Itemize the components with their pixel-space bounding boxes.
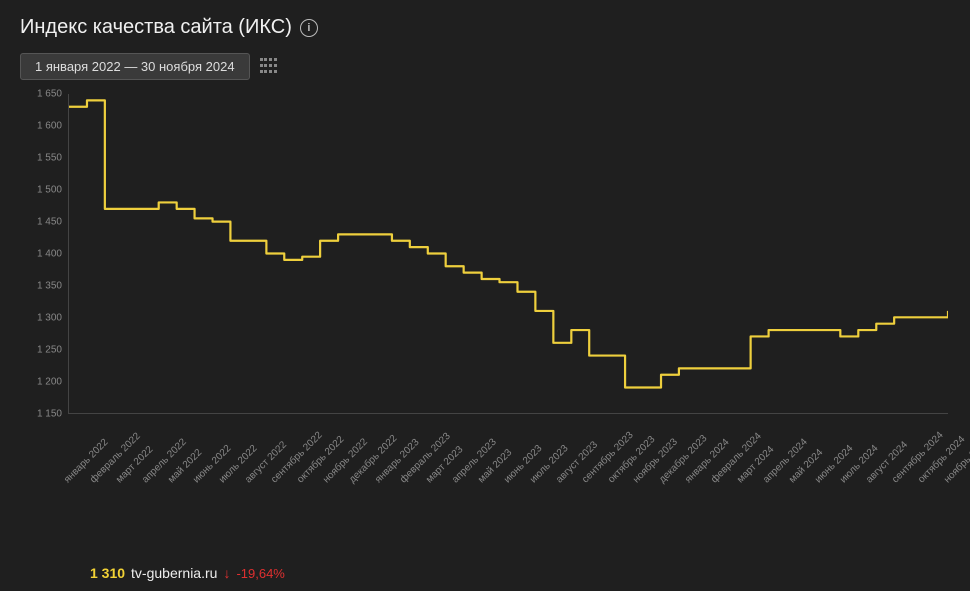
y-tick-label: 1 150 (37, 409, 62, 420)
y-tick-label: 1 400 (37, 249, 62, 260)
y-tick-label: 1 300 (37, 313, 62, 324)
chart-area: 1 150 1 200 1 250 1 300 1 350 1 400 1 450 1 500… (20, 94, 950, 494)
header: Индекс качества сайта (ИКС) i (20, 16, 950, 39)
series-line (69, 100, 948, 387)
y-axis-labels: 1 1501 2001 2501 3001 3501 4001 4501 500… (20, 94, 62, 414)
date-range-selector[interactable]: 1 января 2022 — 30 ноября 2024 (20, 53, 250, 80)
y-tick-label: 1 450 (37, 217, 62, 228)
legend-value: 1 310 (90, 565, 125, 581)
down-arrow-icon: ↓ (223, 565, 230, 581)
y-tick-label: 1 500 (37, 185, 62, 196)
plot-region (68, 94, 948, 414)
y-tick-label: 1 550 (37, 153, 62, 164)
chart-panel: Индекс качества сайта (ИКС) i 1 января 2… (0, 0, 970, 591)
y-tick-label: 1 200 (37, 377, 62, 388)
x-axis-labels: январь 2022февраль 2022март 2022апрель 2… (68, 416, 948, 496)
legend: 1 310 tv-gubernia.ru ↓ -19,64% (90, 565, 285, 581)
y-tick-label: 1 650 (37, 89, 62, 100)
line-chart-svg (69, 94, 948, 413)
calendar-grid-icon[interactable] (260, 58, 278, 76)
legend-site: tv-gubernia.ru (131, 565, 217, 581)
info-icon[interactable]: i (300, 19, 318, 37)
page-title: Индекс качества сайта (ИКС) (20, 16, 292, 39)
date-controls: 1 января 2022 — 30 ноября 2024 (20, 53, 950, 80)
y-tick-label: 1 250 (37, 345, 62, 356)
y-tick-label: 1 600 (37, 121, 62, 132)
legend-change: -19,64% (236, 566, 284, 581)
y-tick-label: 1 350 (37, 281, 62, 292)
